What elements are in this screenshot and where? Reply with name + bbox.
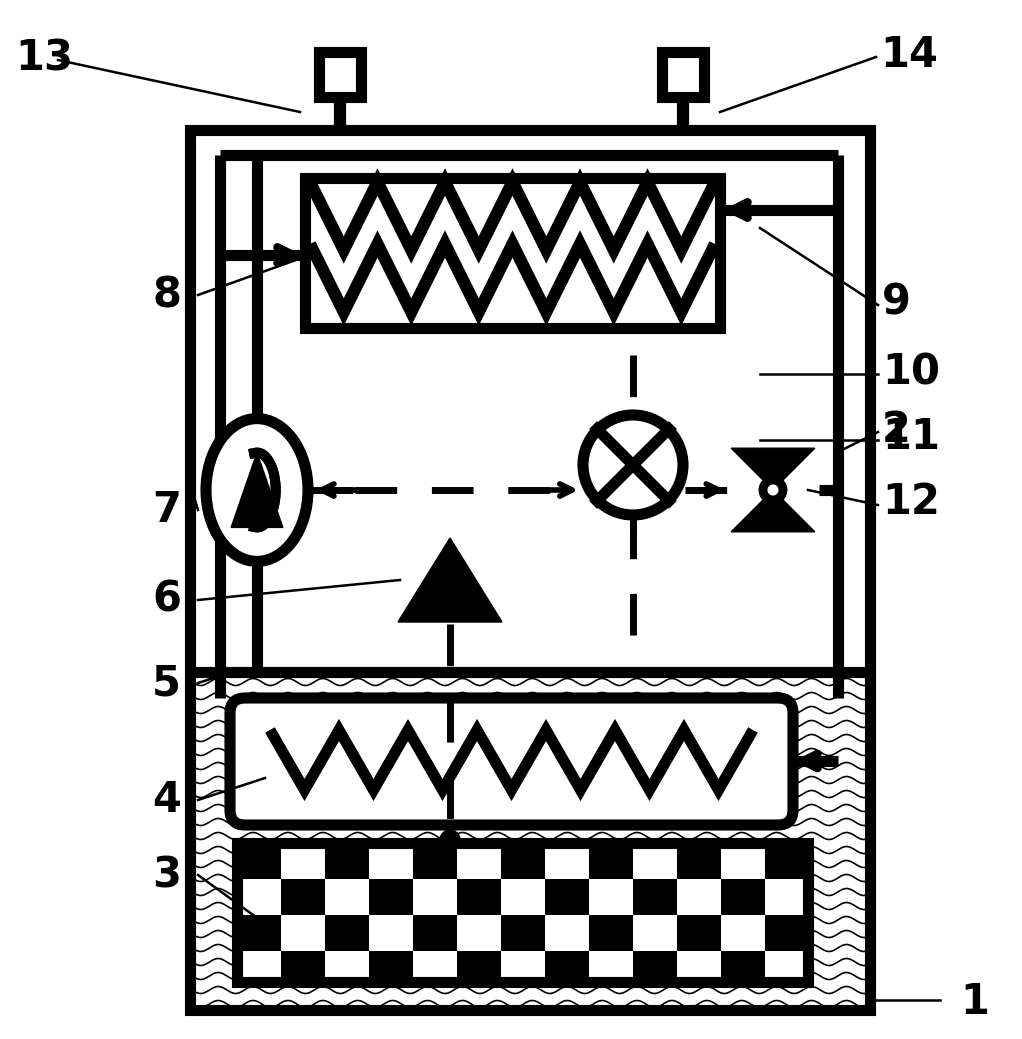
Bar <box>501 843 545 879</box>
Text: 7: 7 <box>152 489 181 531</box>
Bar <box>457 951 501 982</box>
Text: 5: 5 <box>152 662 181 704</box>
Text: 13: 13 <box>15 37 73 79</box>
Bar <box>457 879 501 915</box>
Ellipse shape <box>206 419 308 561</box>
Bar <box>369 951 413 982</box>
Bar <box>589 915 633 951</box>
Bar <box>237 843 808 982</box>
Bar <box>765 915 808 951</box>
Text: 8: 8 <box>152 274 181 316</box>
Bar <box>413 843 457 879</box>
Text: 4: 4 <box>152 779 181 821</box>
Bar <box>325 915 369 951</box>
Bar <box>545 879 589 915</box>
Text: 6: 6 <box>152 579 181 621</box>
Bar <box>190 130 870 1010</box>
Bar <box>765 843 808 879</box>
Bar <box>677 915 721 951</box>
Bar <box>501 915 545 951</box>
Bar <box>281 951 325 982</box>
Text: 11: 11 <box>882 416 940 458</box>
Bar <box>281 879 325 915</box>
Circle shape <box>583 415 683 515</box>
Bar <box>325 843 369 879</box>
Bar <box>677 843 721 879</box>
Bar <box>721 879 765 915</box>
Polygon shape <box>731 490 815 532</box>
Bar <box>319 52 361 97</box>
Bar <box>413 915 457 951</box>
Bar <box>662 52 704 97</box>
Polygon shape <box>731 448 815 490</box>
Bar <box>237 915 281 951</box>
Text: 12: 12 <box>882 481 940 523</box>
Text: 14: 14 <box>880 34 938 76</box>
Bar <box>633 879 677 915</box>
Text: 3: 3 <box>152 854 181 896</box>
Bar <box>589 843 633 879</box>
Polygon shape <box>231 453 283 528</box>
Bar <box>633 951 677 982</box>
Bar <box>305 178 721 328</box>
Text: 10: 10 <box>882 351 940 393</box>
Bar <box>237 843 281 879</box>
Bar <box>545 951 589 982</box>
Circle shape <box>440 830 460 850</box>
Circle shape <box>763 480 783 500</box>
Bar <box>721 951 765 982</box>
Text: 2: 2 <box>882 409 911 451</box>
Text: 9: 9 <box>882 281 911 323</box>
Bar <box>369 879 413 915</box>
FancyBboxPatch shape <box>230 698 793 825</box>
Bar <box>237 843 808 982</box>
Text: 1: 1 <box>960 981 989 1023</box>
Polygon shape <box>398 538 502 622</box>
